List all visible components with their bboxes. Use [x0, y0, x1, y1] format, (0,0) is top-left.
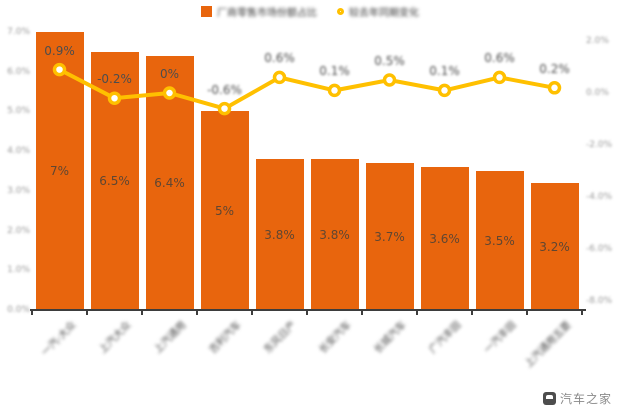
legend-item-bar-series[interactable]: 厂商零售市场份额占比	[201, 4, 317, 19]
left-axis-tick-label: 7.0%	[7, 27, 30, 37]
left-axis-tick-label: 0.0%	[7, 305, 30, 315]
line-value-label: -0.6%	[207, 82, 242, 97]
bar[interactable]: 5%	[200, 111, 249, 310]
line-value-label: 0.5%	[374, 54, 405, 68]
bar-series-swatch-icon	[201, 6, 212, 17]
bar-value-label: 6.4%	[154, 176, 185, 190]
bar[interactable]: 3.6%	[420, 167, 469, 310]
left-axis-tick-label: 6.0%	[7, 67, 30, 77]
bar[interactable]: 3.5%	[475, 171, 524, 310]
right-axis-tick-label: -2.0%	[586, 140, 613, 150]
right-axis-tick-label: -8.0%	[586, 296, 613, 306]
bar-value-label: 3.6%	[429, 231, 460, 246]
watermark: 汽车之家	[542, 390, 612, 407]
line-value-label: 0.1%	[429, 64, 460, 79]
x-axis-tick	[306, 311, 308, 315]
bar-value-label: 3.5%	[484, 233, 515, 248]
right-axis-tick-label: 2.0%	[586, 36, 609, 46]
bar[interactable]: 3.8%	[310, 159, 359, 310]
legend-line-series-label: 较去年同期变化	[349, 8, 419, 19]
x-axis-tick	[361, 311, 363, 315]
line-value-label: 0.6%	[264, 51, 295, 66]
legend-bar-series-label: 厂商零售市场份额占比	[217, 8, 317, 19]
bar-value-label: 3.8%	[264, 227, 295, 242]
bar[interactable]: 6.5%	[90, 52, 139, 310]
right-axis-tick-label: -4.0%	[586, 192, 613, 202]
bar[interactable]: 6.4%	[145, 56, 194, 310]
x-axis-tick	[471, 311, 473, 315]
line-value-label: 0.2%	[539, 61, 570, 76]
right-axis-tick-label: -6.0%	[586, 244, 613, 254]
line-point-marker[interactable]	[272, 70, 287, 85]
x-axis-tick	[196, 311, 198, 315]
legend: 厂商零售市场份额占比 较去年同期变化	[0, 4, 620, 19]
x-axis-tick	[31, 311, 33, 315]
x-axis-tick	[526, 311, 528, 315]
line-series-swatch-icon	[337, 8, 344, 15]
left-axis-tick-label: 2.0%	[7, 226, 30, 236]
left-axis-tick-label: 5.0%	[7, 106, 30, 116]
left-axis-tick-label: 3.0%	[7, 186, 30, 196]
x-axis-tick	[141, 311, 143, 315]
line-value-label: 0.9%	[44, 43, 75, 58]
bar-value-label: 3.7%	[374, 229, 405, 244]
bar[interactable]: 3.7%	[365, 163, 414, 310]
watermark-text: 汽车之家	[559, 392, 612, 406]
line-point-marker[interactable]	[437, 83, 452, 98]
bar[interactable]: 3.2%	[530, 183, 579, 310]
line-point-marker[interactable]	[492, 70, 507, 85]
x-axis-tick	[251, 311, 253, 315]
left-axis-tick-label: 1.0%	[7, 265, 30, 275]
x-axis-tick	[416, 311, 418, 315]
autohome-logo-icon	[542, 392, 556, 405]
x-axis-tick	[86, 311, 88, 315]
bar-value-label: 3.2%	[539, 239, 570, 254]
right-axis-tick-label: 0.0%	[586, 88, 609, 98]
bar[interactable]: 7%	[35, 32, 84, 310]
legend-item-line-series[interactable]: 较去年同期变化	[337, 4, 419, 19]
line-point-marker[interactable]	[382, 73, 397, 87]
x-axis-line	[30, 309, 586, 311]
line-value-label: 0%	[159, 67, 180, 81]
line-point-marker[interactable]	[327, 83, 342, 98]
line-point-marker[interactable]	[547, 81, 562, 95]
bar-value-label: 3.8%	[319, 227, 350, 242]
bar[interactable]: 3.8%	[255, 159, 304, 310]
bar-value-label: 6.5%	[99, 174, 130, 188]
plot-area: 7% 6.5% 6.4% 5% 3.8% 3.8% 3.7% 3.6% 3.5% 3.2% 0.9%…	[32, 32, 582, 310]
line-value-label: -0.2%	[97, 72, 132, 87]
bar-value-label: 7%	[49, 164, 70, 178]
bar-value-label: 5%	[214, 203, 235, 218]
line-value-label: 0.1%	[319, 64, 350, 79]
x-axis-tick	[581, 311, 583, 315]
left-axis-tick-label: 4.0%	[7, 146, 30, 156]
line-value-label: 0.6%	[484, 51, 515, 66]
